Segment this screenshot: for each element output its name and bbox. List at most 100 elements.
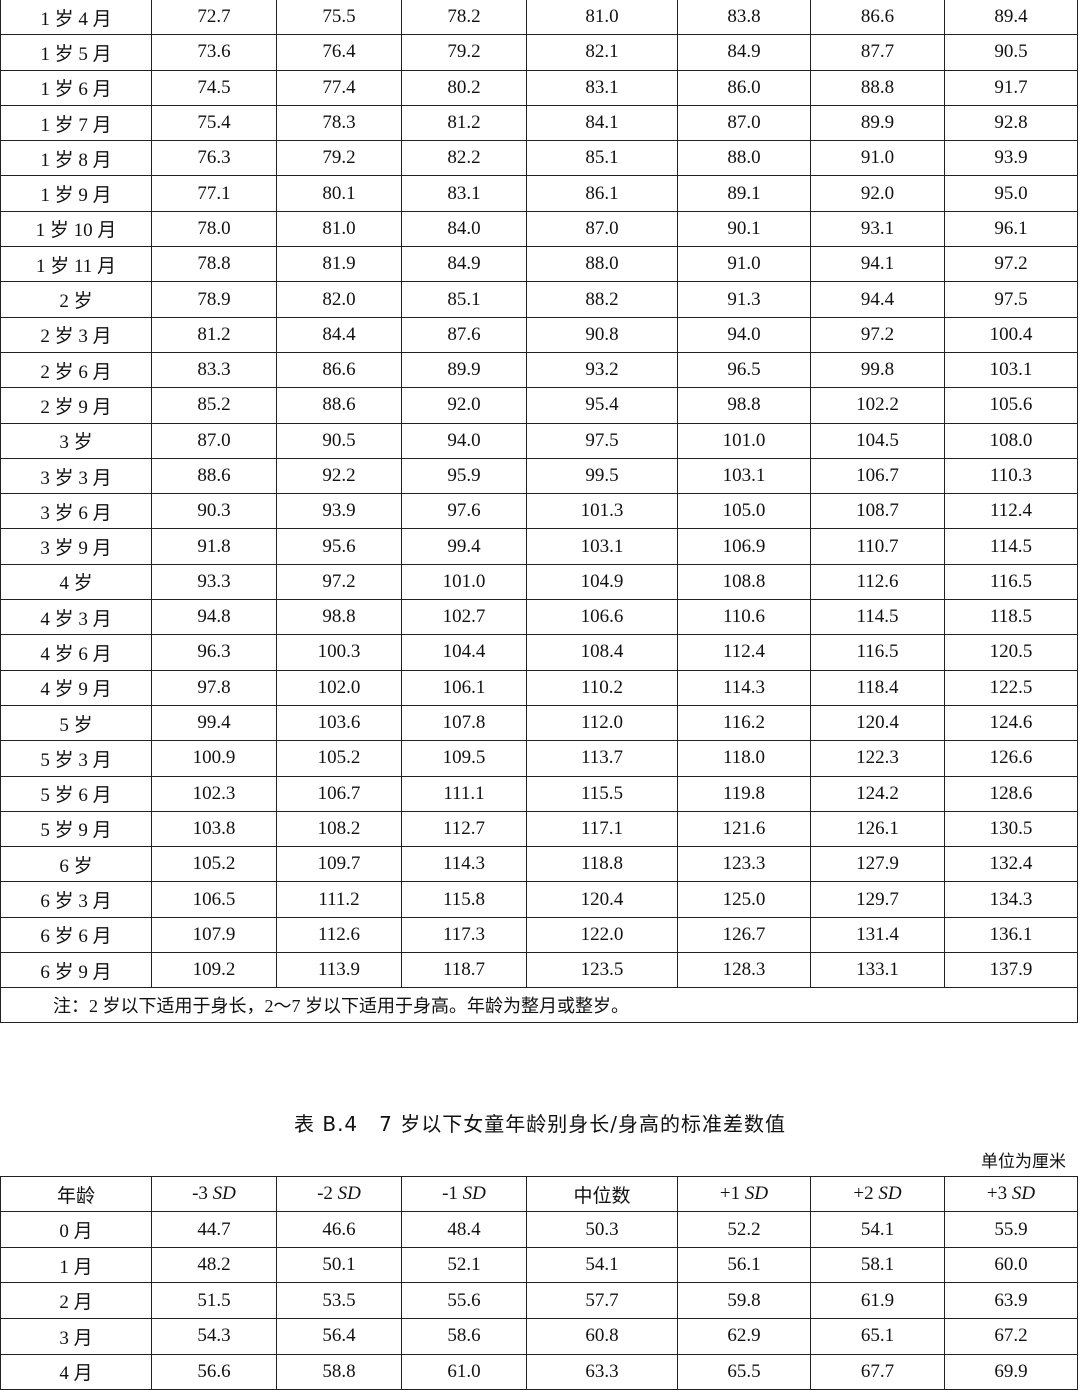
value-cell: 55.9 (944, 1211, 1078, 1248)
value-cell: 81.2 (151, 316, 277, 353)
value-cell: 108.8 (677, 563, 811, 601)
value-cell: 81.0 (276, 210, 402, 248)
value-cell: 89.4 (944, 0, 1078, 36)
value-cell: 104.5 (810, 422, 945, 459)
value-cell: 98.8 (276, 599, 402, 636)
value-cell: 100.9 (151, 740, 277, 777)
value-cell: 108.0 (944, 422, 1078, 459)
value-cell: 94.0 (677, 316, 811, 353)
value-cell: 96.3 (151, 634, 277, 671)
table-row: 2 岁 9 月 85.2 88.6 92.0 95.4 98.8 102.2 105.6 (0, 387, 1078, 424)
value-cell: 112.4 (677, 634, 811, 671)
value-cell: 101.0 (401, 563, 527, 601)
value-cell: 77.4 (276, 69, 402, 106)
value-cell: 76.3 (151, 140, 277, 177)
value-cell: 90.5 (944, 34, 1078, 71)
value-cell: 103.1 (677, 457, 811, 495)
table-row: 2 月 51.5 53.5 55.6 57.7 59.8 61.9 63.9 (0, 1282, 1078, 1320)
value-cell: 72.7 (151, 0, 277, 36)
value-cell: 120.5 (944, 634, 1078, 671)
value-cell: 107.8 (401, 704, 527, 742)
value-cell: 105.2 (276, 740, 402, 777)
age-cell: 1 岁 6 月 (0, 69, 152, 106)
value-cell: 90.5 (276, 422, 402, 459)
value-cell: 50.1 (276, 1246, 402, 1284)
value-cell: 61.9 (810, 1282, 945, 1320)
unit-label: 单位为厘米 (981, 1152, 1066, 1172)
age-cell: 4 月 (0, 1353, 152, 1390)
value-cell: 118.0 (677, 740, 811, 777)
value-cell: 117.3 (401, 916, 527, 954)
value-cell: 95.0 (944, 175, 1078, 212)
value-cell: 97.2 (944, 246, 1078, 283)
value-cell: 109.5 (401, 740, 527, 777)
table-row: 3 月 54.3 56.4 58.6 60.8 62.9 65.1 67.2 (0, 1318, 1078, 1355)
value-cell: 113.9 (276, 952, 402, 989)
value-cell: 106.7 (276, 775, 402, 812)
sd-label: SD (1011, 1183, 1036, 1205)
value-cell: 86.6 (276, 351, 402, 389)
growth-table-continued: 1 岁 4 月 72.7 75.5 78.2 81.0 83.8 86.6 89.4 1 岁 5… (0, 0, 1078, 1024)
age-cell: 1 岁 11 月 (0, 246, 152, 283)
value-cell: 59.8 (677, 1282, 811, 1320)
girls-height-sd-table-body: 0 月 44.7 46.6 48.4 50.3 52.2 54.1 55.9 1 月 48.2 50… (0, 1211, 1078, 1390)
value-cell: 102.2 (810, 387, 945, 424)
value-cell: 81.0 (526, 0, 678, 36)
column-header-label: -1 (442, 1183, 463, 1205)
value-cell: 69.9 (944, 1353, 1078, 1390)
value-cell: 104.9 (526, 563, 678, 601)
value-cell: 126.6 (944, 740, 1078, 777)
value-cell: 90.8 (526, 316, 678, 353)
value-cell: 58.8 (276, 1353, 402, 1390)
value-cell: 98.8 (677, 387, 811, 424)
value-cell: 116.2 (677, 704, 811, 742)
value-cell: 94.1 (810, 246, 945, 283)
table-row: 6 岁 6 月 107.9 112.6 117.3 122.0 126.7 131.4 136… (0, 916, 1078, 954)
value-cell: 91.0 (677, 246, 811, 283)
value-cell: 89.9 (810, 104, 945, 142)
value-cell: 131.4 (810, 916, 945, 954)
value-cell: 54.1 (810, 1211, 945, 1248)
value-cell: 78.9 (151, 281, 277, 318)
value-cell: 118.5 (944, 599, 1078, 636)
age-cell: 5 岁 (0, 704, 152, 742)
table-row: 5 岁 3 月 100.9 105.2 109.5 113.7 118.0 122.3 126… (0, 740, 1078, 777)
value-cell: 91.3 (677, 281, 811, 318)
value-cell: 78.0 (151, 210, 277, 248)
sd-label: SD (462, 1183, 486, 1205)
column-header: -1 SD (401, 1175, 527, 1213)
age-cell: 6 岁 3 月 (0, 881, 152, 918)
value-cell: 78.2 (401, 0, 527, 36)
value-cell: 97.5 (526, 422, 678, 459)
column-header: -2 SD (276, 1175, 402, 1213)
table-row: 1 岁 5 月 73.6 76.4 79.2 82.1 84.9 87.7 90.5 (0, 34, 1078, 71)
value-cell: 87.0 (526, 210, 678, 248)
value-cell: 99.4 (151, 704, 277, 742)
age-cell: 1 月 (0, 1246, 152, 1284)
value-cell: 83.1 (401, 175, 527, 212)
value-cell: 91.0 (810, 140, 945, 177)
age-cell: 2 岁 3 月 (0, 316, 152, 353)
age-cell: 2 月 (0, 1282, 152, 1320)
value-cell: 54.1 (526, 1246, 678, 1284)
sd-label: SD (744, 1183, 769, 1205)
value-cell: 122.0 (526, 916, 678, 954)
table-row: 1 岁 9 月 77.1 80.1 83.1 86.1 89.1 92.0 95.0 (0, 175, 1078, 212)
age-cell: 3 岁 3 月 (0, 457, 152, 495)
value-cell: 89.9 (401, 351, 527, 389)
value-cell: 100.3 (276, 634, 402, 671)
value-cell: 93.9 (944, 140, 1078, 177)
value-cell: 101.3 (526, 493, 678, 530)
sd-label: SD (337, 1183, 361, 1205)
value-cell: 86.1 (526, 175, 678, 212)
value-cell: 88.2 (526, 281, 678, 318)
value-cell: 113.7 (526, 740, 678, 777)
value-cell: 97.6 (401, 493, 527, 530)
value-cell: 91.8 (151, 528, 277, 565)
value-cell: 122.3 (810, 740, 945, 777)
age-cell: 3 岁 6 月 (0, 493, 152, 530)
value-cell: 105.2 (151, 846, 277, 883)
value-cell: 87.0 (677, 104, 811, 142)
column-header: 年龄 (0, 1175, 152, 1213)
value-cell: 94.8 (151, 599, 277, 636)
